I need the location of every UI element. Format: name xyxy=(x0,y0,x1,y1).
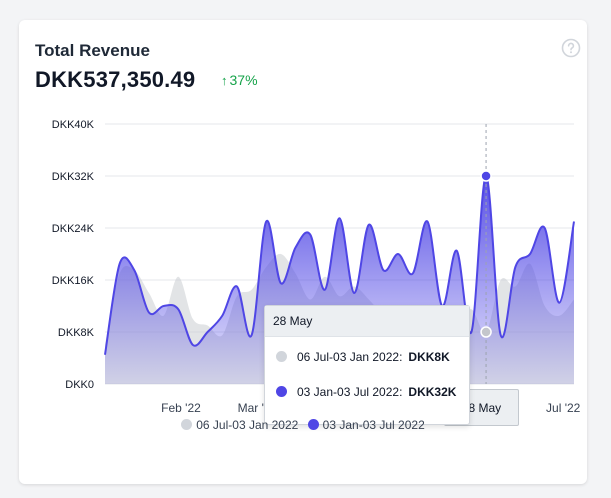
y-tick-label: DKK24K xyxy=(52,223,95,235)
highlight-point-previous xyxy=(480,326,492,338)
tooltip-row-value: DKK32K xyxy=(408,385,457,399)
legend-item-previous[interactable]: 06 Jul-03 Jan 2022 xyxy=(181,418,298,432)
series-line-1 xyxy=(104,174,575,355)
chart-tooltip: 28 May 06 Jul-03 Jan 2022: DKK8K 03 Jan-0… xyxy=(264,305,470,425)
change-value: 37% xyxy=(229,72,258,88)
tooltip-row-label: 06 Jul-03 Jan 2022: xyxy=(297,350,403,364)
previous-series-dot xyxy=(276,351,287,362)
x-tick-label: Jul '22 xyxy=(546,401,581,415)
highlight-point-current xyxy=(480,170,492,182)
legend-swatch xyxy=(181,419,193,430)
x-tick-label: Feb '22 xyxy=(161,401,201,415)
tooltip-row-value: DKK8K xyxy=(408,350,450,364)
tooltip-title: 28 May xyxy=(265,306,469,337)
y-tick-label: DKK32K xyxy=(52,171,95,183)
revenue-card: Total Revenue DKK537,350.49 ↑ 37% DKK0 DKK… xyxy=(19,20,587,484)
y-tick-label: DKK0 xyxy=(65,379,94,391)
tooltip-row-label: 03 Jan-03 Jul 2022: xyxy=(297,385,403,399)
current-series-dot xyxy=(276,386,287,397)
legend-item-current[interactable]: 03 Jan-03 Jul 2022 xyxy=(307,418,425,432)
question-circle-icon[interactable] xyxy=(561,38,581,58)
total-revenue-value: DKK537,350.49 xyxy=(35,67,196,92)
y-tick-label: DKK16K xyxy=(52,275,95,287)
legend-swatch xyxy=(307,419,319,430)
legend-label: 06 Jul-03 Jan 2022 xyxy=(196,418,299,432)
legend-label: 03 Jan-03 Jul 2022 xyxy=(322,418,425,432)
card-title: Total Revenue xyxy=(35,41,150,60)
y-tick-label: DKK8K xyxy=(58,327,95,339)
chart-legend: 06 Jul-03 Jan 2022 03 Jan-03 Jul 2022 xyxy=(19,418,587,432)
change-badge: ↑ 37% xyxy=(221,72,258,88)
arrow-up-icon: ↑ xyxy=(221,73,228,88)
tooltip-row-current: 03 Jan-03 Jul 2022: DKK32K xyxy=(276,384,456,400)
y-tick-label: DKK40K xyxy=(52,119,95,131)
tooltip-row-previous: 06 Jul-03 Jan 2022: DKK8K xyxy=(276,349,450,365)
